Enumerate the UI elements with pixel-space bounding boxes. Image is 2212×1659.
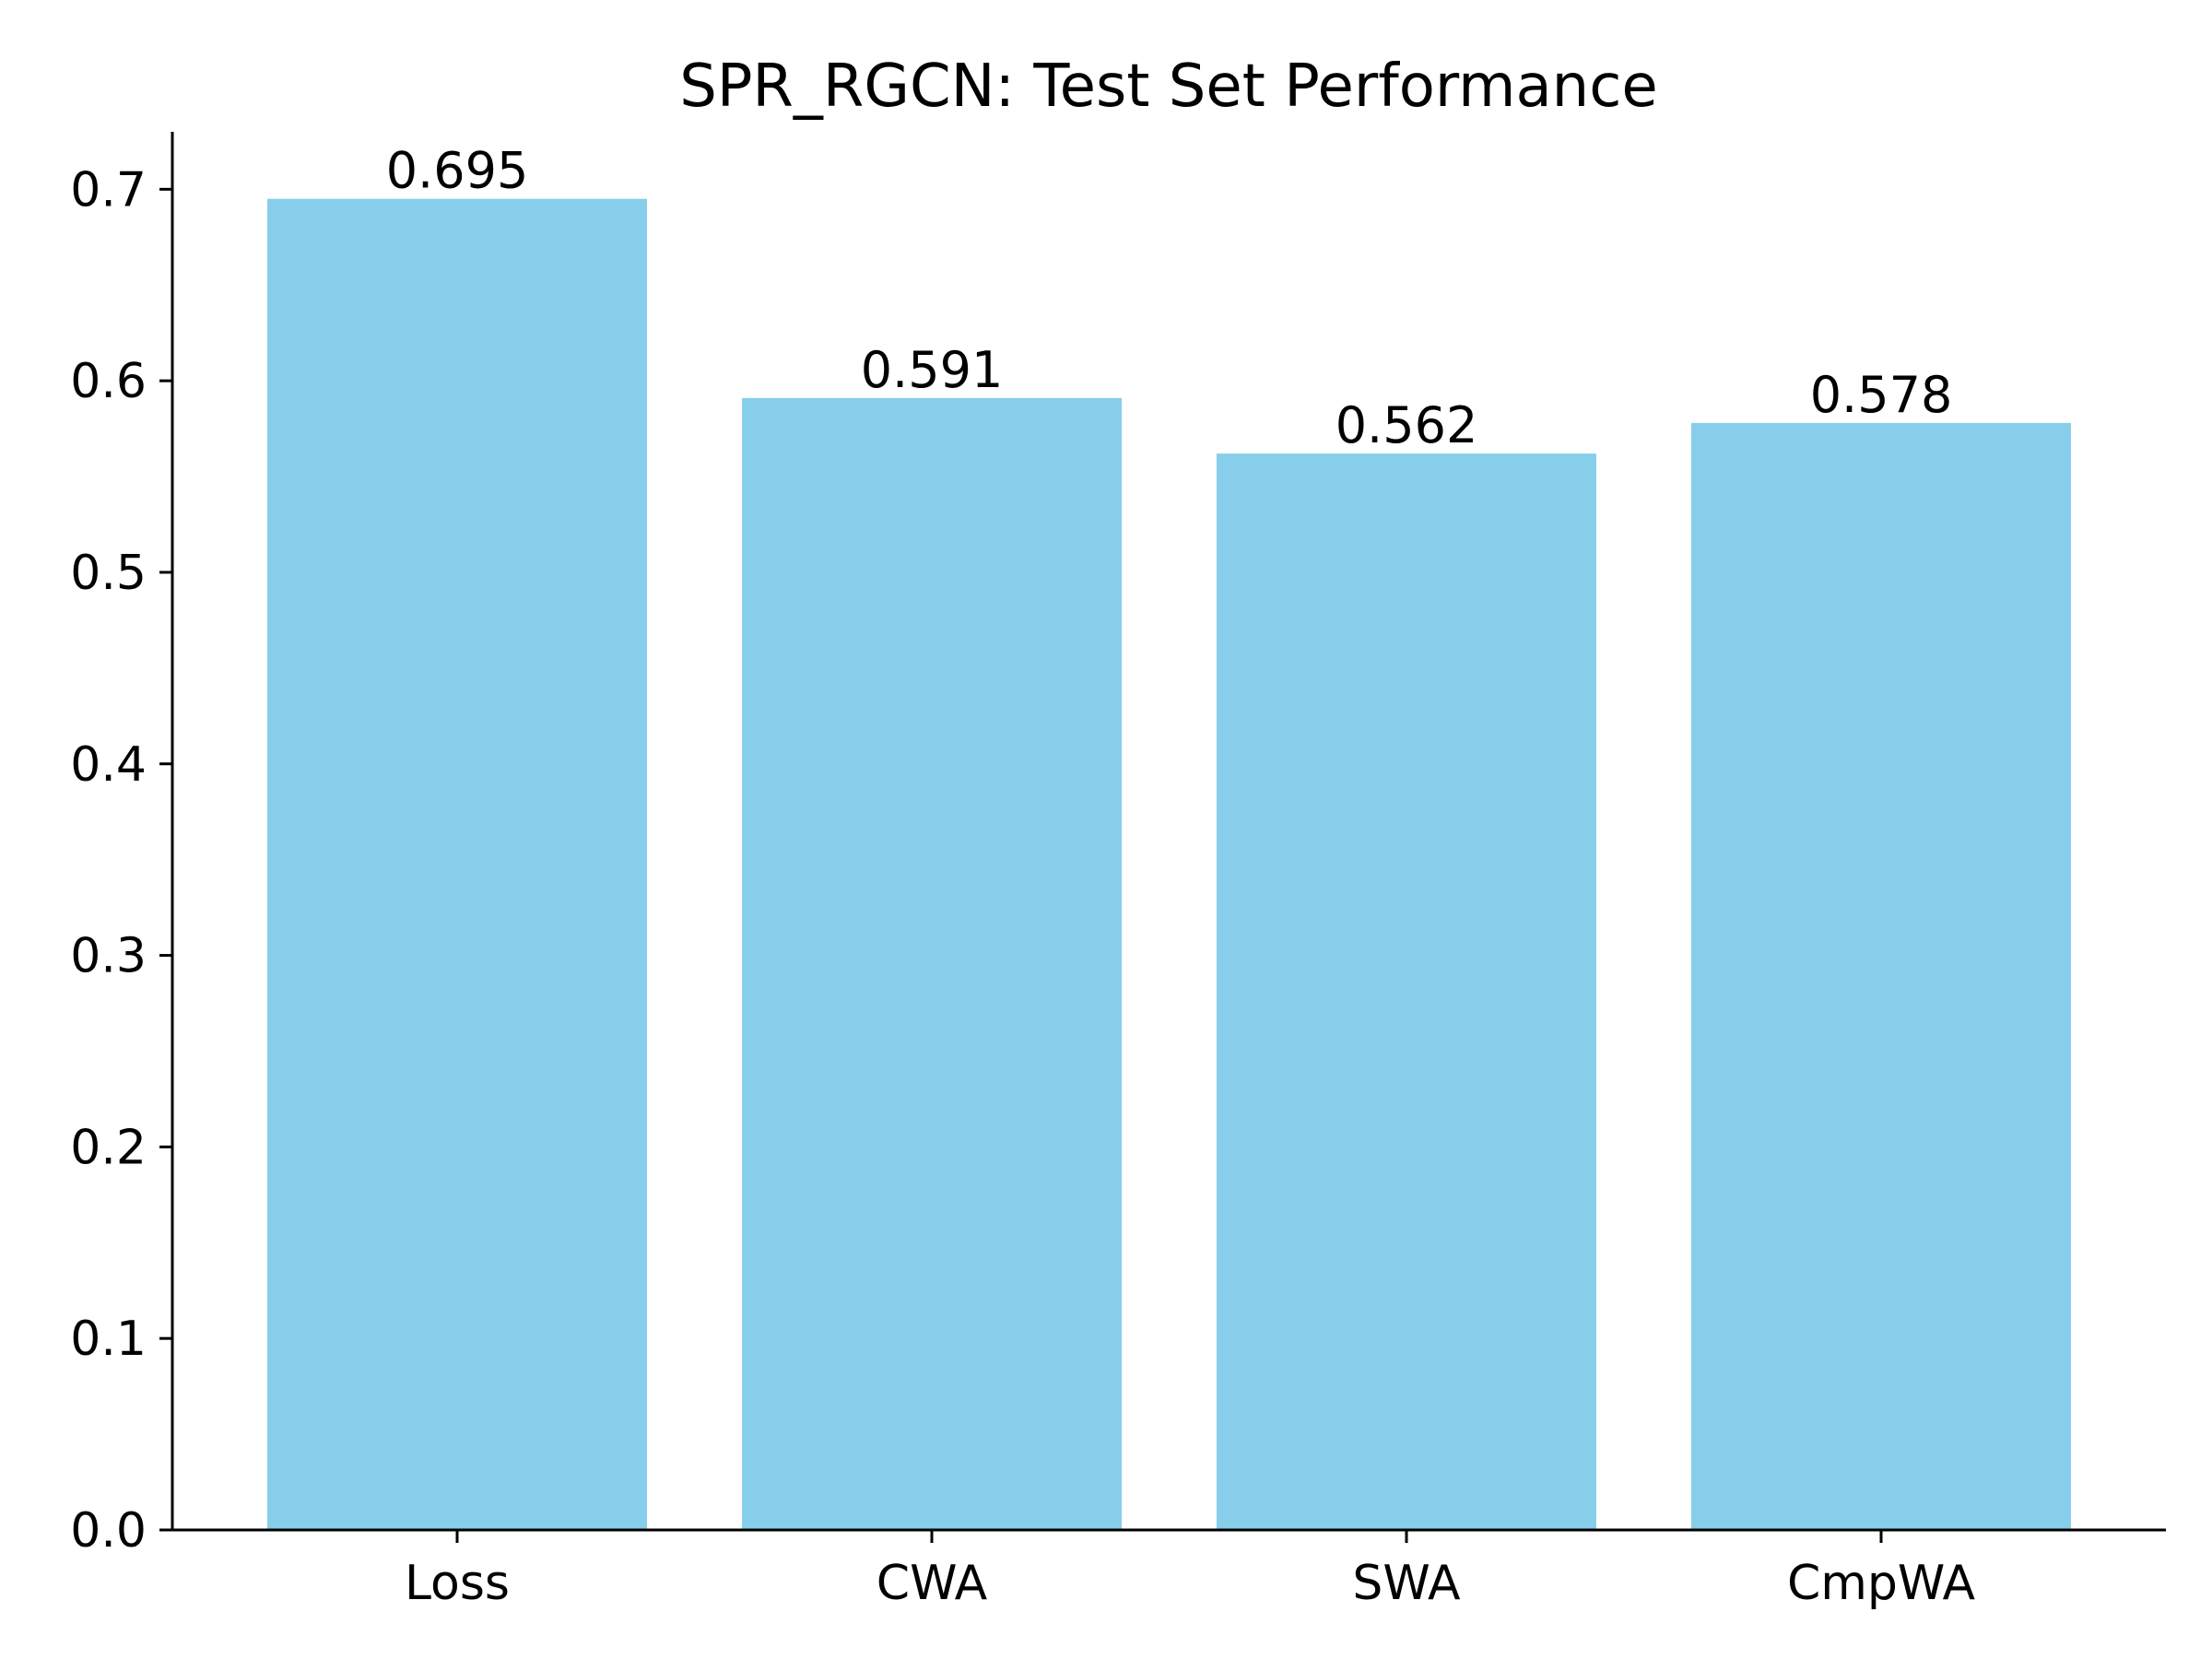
bars-layer: 0.695 0.591 0.562 0.578: [267, 142, 2071, 1531]
y-tick-label: 0.2: [70, 1120, 147, 1175]
bar-swa: [1217, 453, 1596, 1530]
x-tick-label-loss: Loss: [405, 1556, 510, 1611]
y-tick-label: 0.3: [70, 929, 147, 984]
axes-layer: 0.0 0.1 0.2 0.3 0.4 0.5 0.6 0.7 Loss CWA SWA CmpWA: [70, 132, 2166, 1611]
x-tick-label-swa: SWA: [1352, 1556, 1461, 1611]
y-tick-label: 0.1: [70, 1312, 147, 1367]
value-label-cmpwa: 0.578: [1810, 366, 1953, 424]
y-tick-label: 0.7: [70, 162, 147, 218]
chart-title: SPR_RGCN: Test Set Performance: [679, 53, 1658, 121]
y-tick-label: 0.4: [70, 737, 147, 793]
value-label-cwa: 0.591: [861, 341, 1004, 399]
value-label-swa: 0.562: [1335, 396, 1478, 454]
x-tick-label-cmpwa: CmpWA: [1787, 1556, 1976, 1611]
bar-cwa: [742, 397, 1122, 1531]
bar-cmpwa: [1691, 422, 2071, 1530]
y-tick-label: 0.0: [70, 1503, 147, 1559]
x-tick-label-cwa: CWA: [877, 1556, 988, 1611]
bar-loss: [267, 198, 647, 1530]
value-label-loss: 0.695: [386, 142, 529, 200]
y-tick-label: 0.5: [70, 546, 147, 601]
y-tick-label: 0.6: [70, 354, 147, 409]
